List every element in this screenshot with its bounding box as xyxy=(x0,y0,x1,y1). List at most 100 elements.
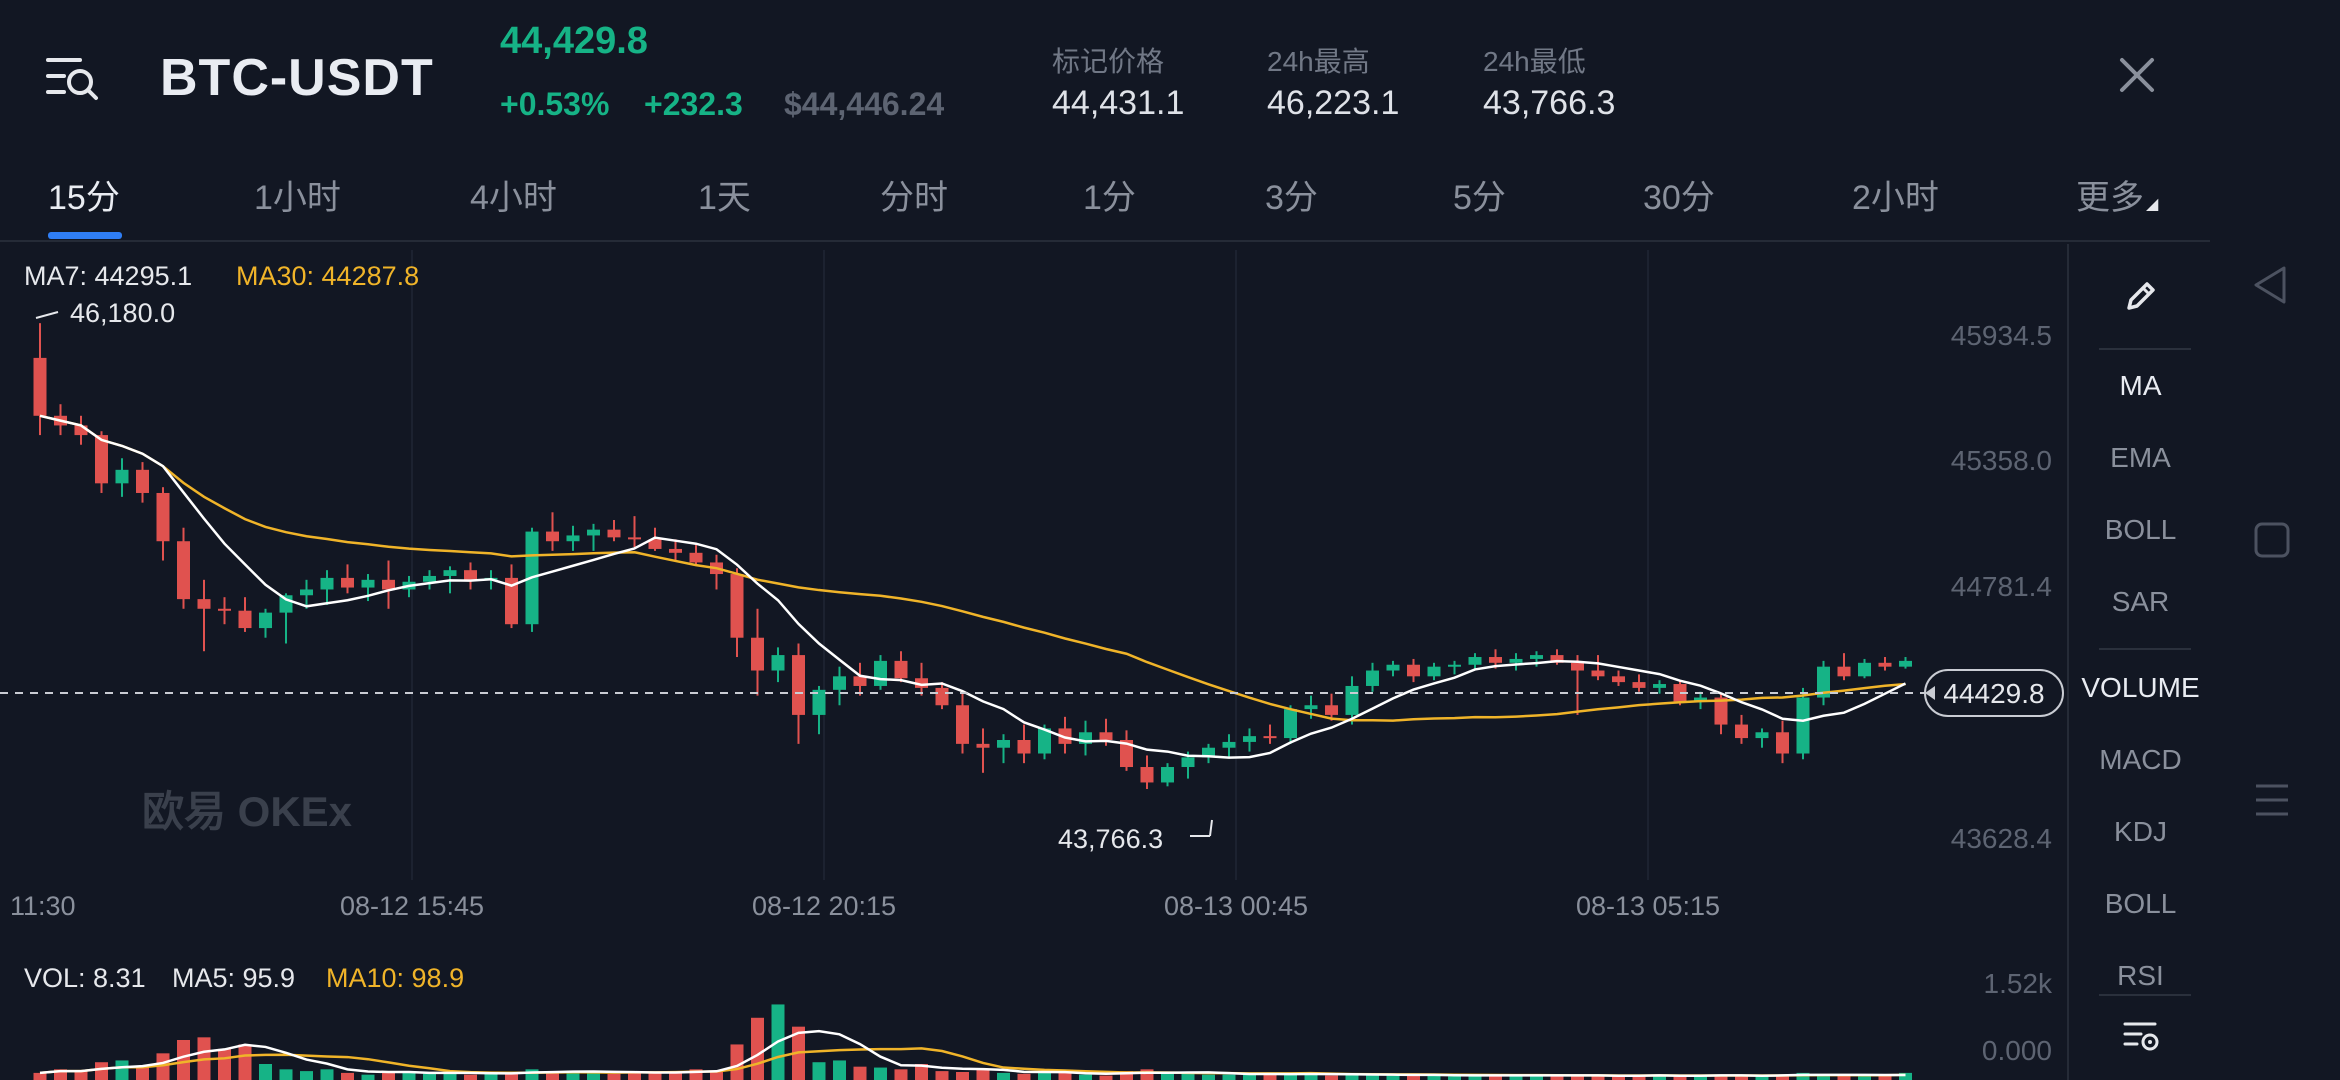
volume-bar xyxy=(1776,1074,1789,1080)
volume-bar xyxy=(1161,1072,1174,1080)
x-tick: 11:30 xyxy=(10,891,76,921)
tab-30m[interactable]: 30分 xyxy=(1643,179,1715,217)
vol-legend: VOL: 8.31 xyxy=(24,963,146,993)
candle-body xyxy=(74,425,88,436)
volume-bar xyxy=(136,1067,149,1080)
tab-1m[interactable]: 1分 xyxy=(1083,179,1136,217)
volume-bar xyxy=(1735,1075,1748,1080)
tab-more[interactable]: 更多 ◢ xyxy=(2076,170,2158,219)
candle-body xyxy=(853,676,867,686)
volume-bar xyxy=(587,1072,600,1080)
indicator-macd[interactable]: MACD xyxy=(2099,744,2182,775)
candle-body xyxy=(382,579,395,590)
volume-bar xyxy=(1120,1071,1133,1080)
candle-body xyxy=(1632,682,1646,688)
volume-bar xyxy=(1222,1074,1236,1080)
candle-body xyxy=(259,612,272,629)
candle-body xyxy=(1899,660,1912,667)
tab-5m[interactable]: 5分 xyxy=(1453,179,1506,217)
candle-body xyxy=(1038,728,1051,754)
tab-more-label: 更多 xyxy=(2076,179,2144,217)
volume-bar xyxy=(751,1017,764,1080)
vol-ma5-line xyxy=(39,1029,1906,1077)
candle-body xyxy=(1140,767,1154,783)
candle-body xyxy=(1161,767,1174,783)
candle-body xyxy=(1837,666,1851,677)
tab-2h[interactable]: 2小时 xyxy=(1852,179,1939,217)
ma7-legend: MA7: 44295.1 xyxy=(24,261,192,291)
tab-1d[interactable]: 1天 xyxy=(698,179,751,217)
back-nav-icon[interactable] xyxy=(2248,262,2294,313)
candle-body xyxy=(505,577,518,625)
volume-bar xyxy=(443,1072,457,1080)
candle-body xyxy=(1222,741,1236,748)
volume-bar xyxy=(382,1072,395,1080)
candle-body xyxy=(874,660,887,686)
current-price-tag: 44429.8 xyxy=(1924,669,2064,717)
active-tab-indicator xyxy=(48,232,122,239)
tab-4h[interactable]: 4小时 xyxy=(470,179,557,217)
home-nav-icon[interactable] xyxy=(2252,520,2292,565)
indicator-ma[interactable]: MA xyxy=(2119,370,2162,401)
candle-body xyxy=(1776,732,1789,754)
volume-bar xyxy=(1694,1075,1707,1080)
vol-y-tick: 1.52k xyxy=(1984,968,2053,999)
indicator-boll-2[interactable]: BOLL xyxy=(2104,888,2177,919)
volume-bar xyxy=(1099,1075,1113,1080)
x-tick: 08-13 05:15 xyxy=(1576,891,1720,921)
volume-bar xyxy=(464,1074,477,1080)
candle-body xyxy=(1489,657,1502,663)
candle-body xyxy=(1386,664,1400,671)
indicator-ema[interactable]: EMA xyxy=(2110,442,2171,473)
candle-body xyxy=(1755,732,1769,739)
tab-3m[interactable]: 3分 xyxy=(1265,179,1318,217)
candle-body xyxy=(1858,662,1871,677)
trading-pair-title[interactable]: BTC-USDT xyxy=(160,49,434,107)
tab-15m[interactable]: 15分 xyxy=(48,179,120,217)
tab-1h[interactable]: 1小时 xyxy=(254,179,341,217)
menu-icon[interactable] xyxy=(44,50,100,106)
candlestick-chart[interactable]: MA7: 44295.1 MA30: 44287.8 46,180.0 43,7… xyxy=(0,244,2065,1080)
candle-body xyxy=(423,575,436,582)
close-icon[interactable] xyxy=(2112,50,2162,100)
volume-bar xyxy=(95,1062,108,1080)
low-price-marker: 43,766.3 xyxy=(1058,819,1213,854)
usd-price: $44,446.24 xyxy=(784,86,945,122)
volume-bar xyxy=(402,1071,416,1080)
indicator-sar[interactable]: SAR xyxy=(2111,586,2170,617)
indicator-boll[interactable]: BOLL xyxy=(2104,514,2177,545)
volume-bar xyxy=(1878,1075,1892,1080)
indicator-volume[interactable]: VOLUME xyxy=(2081,672,2200,703)
volume-bar xyxy=(1386,1075,1400,1080)
volume-bar xyxy=(956,1072,969,1080)
edit-icon[interactable] xyxy=(2069,274,2212,325)
toolbar-divider xyxy=(2099,348,2191,350)
volume-bar xyxy=(525,1069,539,1080)
volume-bar xyxy=(648,1072,662,1080)
indicator-rsi[interactable]: RSI xyxy=(2117,960,2164,991)
indicator-settings-icon[interactable] xyxy=(2069,1014,2212,1065)
candle-body xyxy=(1427,666,1441,677)
candle-body xyxy=(218,608,231,611)
candle-body xyxy=(1263,736,1277,739)
volume-bar xyxy=(33,1072,47,1080)
y-tick: 45358.0 xyxy=(1951,445,2052,476)
recents-nav-icon[interactable] xyxy=(2252,780,2292,825)
toolbar-divider xyxy=(2099,648,2191,650)
vol-ma10-legend: MA10: 98.9 xyxy=(326,963,464,993)
volume-bar xyxy=(976,1069,990,1080)
volume-bar xyxy=(1837,1075,1851,1080)
candle-body xyxy=(792,655,805,715)
low-24h-value: 43,766.3 xyxy=(1483,84,1616,122)
volume-bar xyxy=(1058,1072,1072,1080)
indicator-kdj[interactable]: KDJ xyxy=(2114,816,2167,847)
candle-body xyxy=(812,689,826,715)
candle-body xyxy=(1058,728,1072,744)
volume-bar xyxy=(505,1072,518,1080)
volume-ma-lines-group xyxy=(39,1029,1906,1077)
volume-bar xyxy=(1653,1074,1666,1080)
tabs-divider xyxy=(0,240,2210,242)
volume-bar xyxy=(853,1066,867,1080)
volume-bar xyxy=(1714,1074,1728,1080)
tab-time-sharing[interactable]: 分时 xyxy=(880,179,948,217)
